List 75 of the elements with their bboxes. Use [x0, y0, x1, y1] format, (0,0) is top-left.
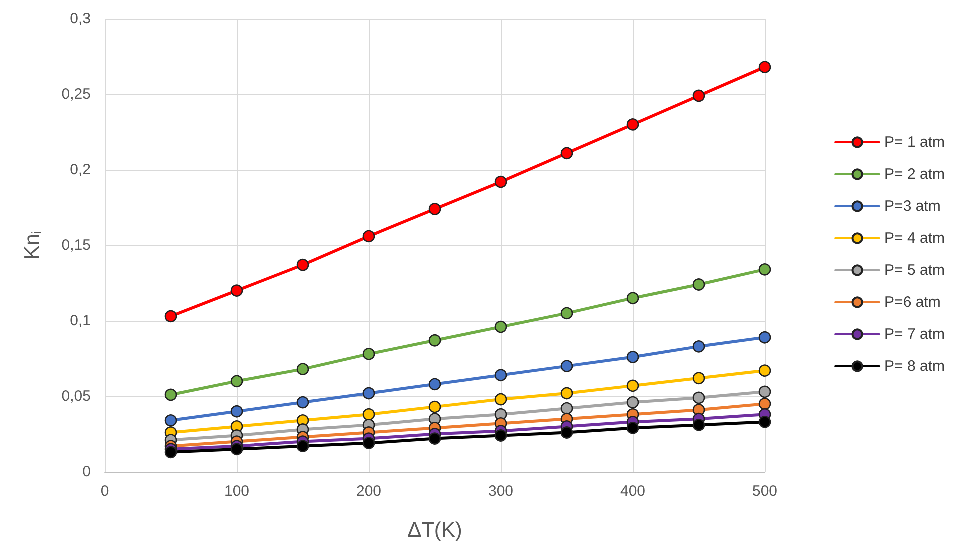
point — [230, 284, 244, 297]
point — [164, 388, 178, 402]
point — [428, 432, 442, 445]
legend-label: P= 8 atm — [884, 358, 946, 375]
point — [692, 419, 706, 432]
legend-label: P=6 atm — [884, 294, 941, 311]
legend-label: P= 4 atm — [884, 230, 946, 247]
point — [362, 387, 376, 400]
legend-label: P= 2 atm — [884, 166, 946, 183]
x-tick-label: 100 — [224, 483, 250, 500]
point — [428, 400, 442, 414]
point — [362, 348, 376, 360]
point — [692, 392, 706, 404]
point — [494, 369, 508, 382]
point — [296, 440, 310, 452]
point — [362, 408, 376, 421]
legend-label: P= 7 atm — [884, 326, 946, 343]
legend-label: P= 5 atm — [884, 262, 946, 279]
point — [230, 405, 244, 418]
x-axis-title: ΔT(K) — [408, 519, 462, 542]
x-tick-label: 400 — [620, 483, 646, 500]
point — [164, 310, 178, 323]
point — [230, 443, 244, 456]
point — [626, 351, 640, 364]
point — [758, 416, 772, 428]
y-tick-label: 0,2 — [70, 162, 91, 178]
point — [362, 437, 376, 450]
point — [560, 360, 574, 372]
point — [494, 393, 508, 406]
point — [494, 430, 508, 442]
point — [164, 446, 178, 459]
point — [692, 90, 706, 102]
point — [758, 364, 772, 377]
point — [560, 426, 574, 439]
point — [560, 147, 574, 160]
point — [296, 363, 310, 376]
y-tick-label: 0,1 — [70, 312, 91, 330]
legend-label: P=3 atm — [884, 198, 941, 215]
y-tick-label: 0,05 — [62, 388, 91, 405]
point — [692, 372, 706, 385]
point — [758, 331, 772, 344]
y-axis-title: Kni — [21, 231, 44, 260]
point — [692, 340, 706, 353]
point — [758, 398, 772, 410]
point — [560, 387, 574, 400]
legend-label: P= 1 atm — [884, 134, 946, 151]
point — [560, 307, 574, 320]
point — [428, 334, 442, 347]
point — [626, 292, 640, 304]
point — [626, 396, 640, 409]
point — [164, 414, 178, 427]
y-tick-label: 0,3 — [70, 10, 91, 28]
point — [362, 230, 376, 243]
point — [230, 375, 244, 388]
y-tick-label: 0 — [82, 464, 91, 480]
point — [494, 320, 508, 334]
point — [758, 61, 772, 74]
point — [560, 402, 574, 415]
point — [428, 203, 442, 216]
point — [626, 118, 640, 131]
point — [692, 278, 706, 291]
point — [494, 176, 508, 188]
x-tick-label: 0 — [100, 483, 110, 500]
x-tick-label: 500 — [752, 483, 778, 500]
point — [758, 264, 772, 276]
point — [626, 380, 640, 392]
point — [626, 422, 640, 434]
point — [428, 378, 442, 391]
point — [296, 396, 310, 409]
y-tick-label: 0,15 — [62, 237, 91, 254]
point — [758, 386, 772, 398]
point — [296, 258, 310, 272]
x-tick-label: 200 — [356, 483, 382, 500]
y-tick-label: 0,25 — [62, 86, 91, 103]
x-tick-label: 300 — [488, 483, 514, 500]
